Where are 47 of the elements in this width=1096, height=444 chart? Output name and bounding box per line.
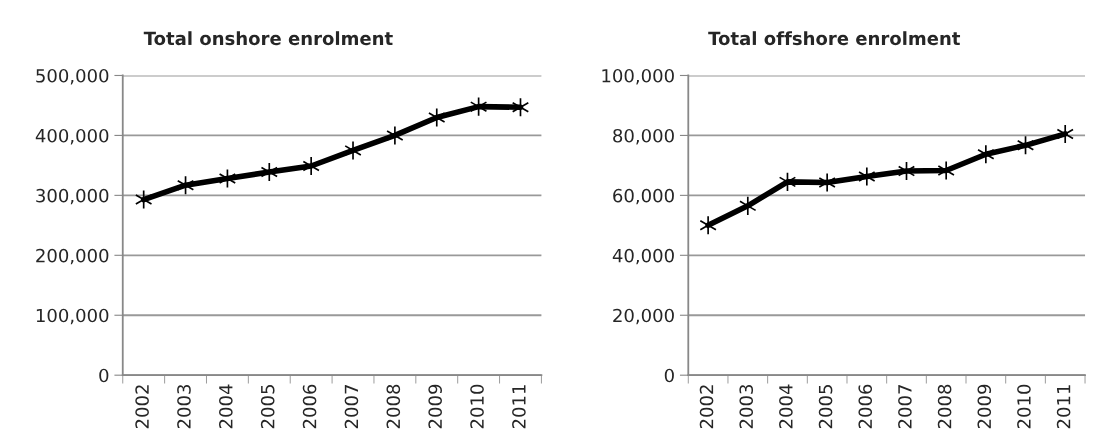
x-tick-label: 2002 [699,385,714,429]
y-tick-label: 500,000 [36,68,109,85]
y-tick-label: 80,000 [613,128,674,145]
x-tick-label: 2006 [302,384,317,429]
x-tick-label: 2010 [470,384,484,429]
point [302,156,320,176]
point [937,160,955,181]
x-tick-label: 2009 [428,384,442,429]
x-tick-label: 2005 [818,385,833,429]
chart-title: Total onshore enrolment [143,31,393,46]
x-tick-label: 2010 [1017,384,1031,429]
point [135,189,153,210]
y-tick-label: 400,000 [35,128,109,145]
point [739,195,757,216]
y-tick-label: 40,000 [612,248,674,265]
x-tick-label: 2005 [260,385,275,429]
x-tick-label: 2011 [1056,385,1071,429]
y-tick-label: 0 [99,368,109,383]
x-tick-label: 2002 [135,385,149,429]
x-tick-label: 2004 [219,384,233,429]
point [818,172,836,193]
x-tick-label: 2003 [177,384,191,429]
point [1056,124,1074,144]
y-tick-label: 100,000 [36,308,109,325]
point [386,125,404,146]
x-tick-label: 2003 [739,384,754,429]
y-tick-label: 300,000 [36,188,109,205]
y-tick-label: 20,000 [613,308,674,325]
x-tick-label: 2008 [937,384,952,429]
x-tick-label: 2007 [344,385,359,429]
point [344,140,362,161]
x-tick-label: 2006 [858,384,873,429]
point [428,107,446,128]
y-tick-label: 60,000 [613,188,674,205]
x-tick-label: 2008 [386,384,401,429]
x-tick-label: 2004 [779,384,793,429]
y-tick-label: 100,000 [602,68,674,85]
x-tick-label: 2009 [977,384,992,429]
y-tick-label: 0 [664,368,674,383]
point [260,162,278,182]
point [858,166,876,187]
point [977,144,995,165]
x-tick-label: 2007 [898,385,912,429]
point [699,215,717,236]
y-tick-label: 200,000 [36,248,109,265]
x-tick-label: 2011 [512,385,526,429]
chart-title: Total offshore enrolment [708,31,961,46]
